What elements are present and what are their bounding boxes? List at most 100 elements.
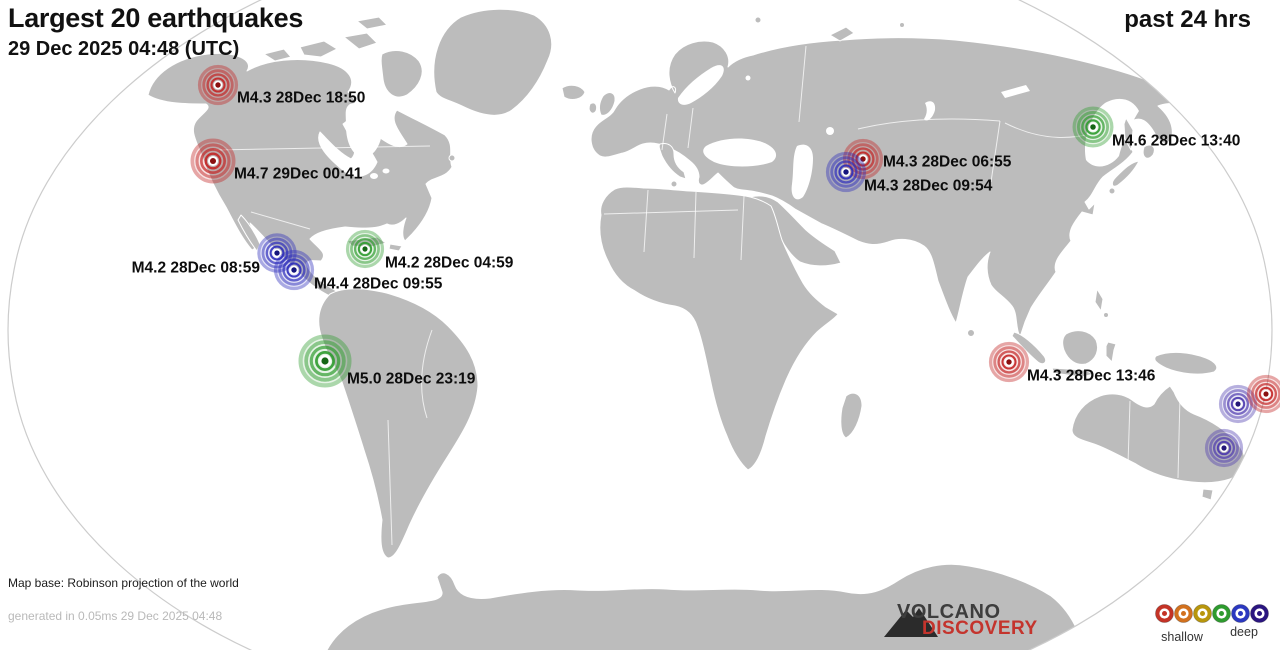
- quake-ring: [1085, 119, 1101, 135]
- baffin-island: [380, 50, 423, 98]
- projection-outline: [7, 0, 1273, 650]
- sea-of-okhotsk: [1084, 98, 1139, 167]
- earthquake-label: M4.2 28Dec 08:59: [132, 260, 261, 277]
- new-guinea: [1154, 351, 1218, 375]
- quake-ring: [997, 350, 1021, 374]
- depth-legend-circle: [1231, 604, 1250, 623]
- earthquake-label: M4.7 29Dec 00:41: [234, 166, 363, 183]
- arctic-island: [356, 16, 388, 30]
- quake-ring: [197, 64, 239, 106]
- legend-deep-label: deep: [1230, 625, 1258, 639]
- quake-ring: [257, 233, 297, 273]
- quake-ring: [357, 241, 373, 257]
- continent-africa: [599, 186, 839, 471]
- black-sea: [703, 138, 777, 167]
- quake-ring: [1204, 428, 1244, 468]
- quake-ring: [834, 160, 858, 184]
- earthquake-marker[interactable]: [1204, 428, 1244, 468]
- great-lake: [382, 168, 390, 174]
- earthquake-marker[interactable]: M4.4 28Dec 09:55: [273, 249, 443, 293]
- sumatra: [1011, 331, 1047, 365]
- quake-ring: [273, 249, 315, 291]
- quake-ring: [200, 148, 226, 174]
- quake-ring: [345, 229, 385, 269]
- hispaniola: [388, 243, 403, 252]
- borneo: [1062, 330, 1099, 365]
- quake-ring: [1258, 386, 1274, 402]
- legend-shallow-label: shallow: [1161, 630, 1204, 644]
- earthquake-label: M5.0 28Dec 23:19: [347, 371, 476, 388]
- newfoundland: [448, 154, 456, 162]
- earthquake-marker[interactable]: [1246, 374, 1280, 414]
- quake-ring: [353, 237, 377, 261]
- depth-legend-circle: [1193, 604, 1212, 623]
- quake-ring: [261, 237, 293, 269]
- earthquake-marker[interactable]: M4.6 28Dec 13:40: [1072, 106, 1241, 150]
- earthquake-marker[interactable]: M4.2 28Dec 04:59: [345, 229, 514, 272]
- japan-kyushu: [1108, 187, 1116, 195]
- philippines: [1094, 288, 1104, 312]
- japan-hokkaido: [1142, 144, 1155, 159]
- page-title: Largest 20 earthquakes: [8, 3, 304, 33]
- earthquake-marker[interactable]: [1218, 384, 1258, 424]
- earthquake-label: M4.3 28Dec 09:54: [864, 178, 993, 195]
- earthquake-marker[interactable]: M4.3 28Dec 13:46: [988, 341, 1156, 385]
- novaya-zemlya: [829, 26, 855, 42]
- quake-epicenter-dot: [843, 169, 849, 175]
- quake-ring: [210, 77, 226, 93]
- quake-ring: [993, 346, 1025, 378]
- great-lake: [370, 173, 378, 179]
- earthquake-marker[interactable]: M5.0 28Dec 23:19: [298, 334, 476, 388]
- quake-epicenter-dot: [215, 82, 221, 88]
- quake-ring: [204, 152, 222, 170]
- quake-ring: [1216, 440, 1232, 456]
- earthquake-marker[interactable]: M4.3 28Dec 09:54: [825, 151, 993, 195]
- tasmania: [1201, 488, 1214, 501]
- quake-epicenter-dot: [1221, 445, 1227, 451]
- quake-epicenter-dot: [1235, 401, 1241, 407]
- generated-note: generated in 0.05ms 29 Dec 2025 04:48: [8, 609, 223, 623]
- philippines-south: [1103, 312, 1109, 318]
- depth-legend-circle: [1174, 604, 1193, 623]
- quake-ring: [282, 258, 306, 282]
- continent-eurasia: [590, 37, 1185, 338]
- sakhalin: [1123, 117, 1134, 151]
- quake-ring: [1072, 106, 1114, 148]
- quake-ring: [315, 351, 335, 371]
- earthquake-marker[interactable]: M4.2 28Dec 08:59: [132, 233, 297, 277]
- quake-ring: [202, 69, 234, 101]
- quake-ring: [206, 73, 230, 97]
- quake-ring: [1209, 433, 1239, 463]
- aral-sea: [826, 127, 834, 135]
- quake-epicenter-dot: [362, 246, 368, 252]
- quake-ring: [195, 143, 231, 179]
- caspian-sea: [791, 144, 813, 200]
- logo-text-volcano: VOLCANO: [897, 601, 1001, 623]
- depth-legend-circle: [1250, 604, 1269, 623]
- earthquake-label: M4.3 28Dec 06:55: [883, 154, 1012, 171]
- quake-ring: [825, 151, 867, 193]
- quake-ring: [190, 138, 236, 184]
- baltic-sea: [677, 65, 724, 105]
- map-base-note: Map base: Robinson projection of the wor…: [8, 576, 239, 590]
- italy: [658, 143, 687, 180]
- time-period-label: past 24 hrs: [1124, 6, 1251, 33]
- depth-legend-circles: [1155, 604, 1269, 623]
- quake-ring: [1081, 115, 1105, 139]
- depth-legend: shallow deep: [1155, 604, 1269, 644]
- quake-ring: [1076, 110, 1110, 144]
- quake-epicenter-dot: [291, 267, 297, 273]
- sicily: [670, 180, 678, 188]
- quake-epicenter-dot: [1090, 124, 1096, 130]
- continent-south-america: [318, 288, 479, 559]
- quake-ring: [269, 245, 285, 261]
- earthquake-marker[interactable]: M4.7 29Dec 00:41: [190, 138, 363, 184]
- quake-ring: [855, 151, 871, 167]
- earthquake-markers-layer: M4.3 28Dec 18:50 M4.7 29Dec 00:41 M4.2 28D…: [132, 64, 1280, 468]
- earthquake-marker[interactable]: M4.3 28Dec 18:50: [197, 64, 365, 107]
- sri-lanka: [967, 329, 975, 337]
- quake-ring: [1246, 374, 1280, 414]
- volcanodiscovery-logo[interactable]: VOLCANO DISCOVERY: [884, 601, 1038, 639]
- quake-epicenter-dot: [860, 156, 866, 162]
